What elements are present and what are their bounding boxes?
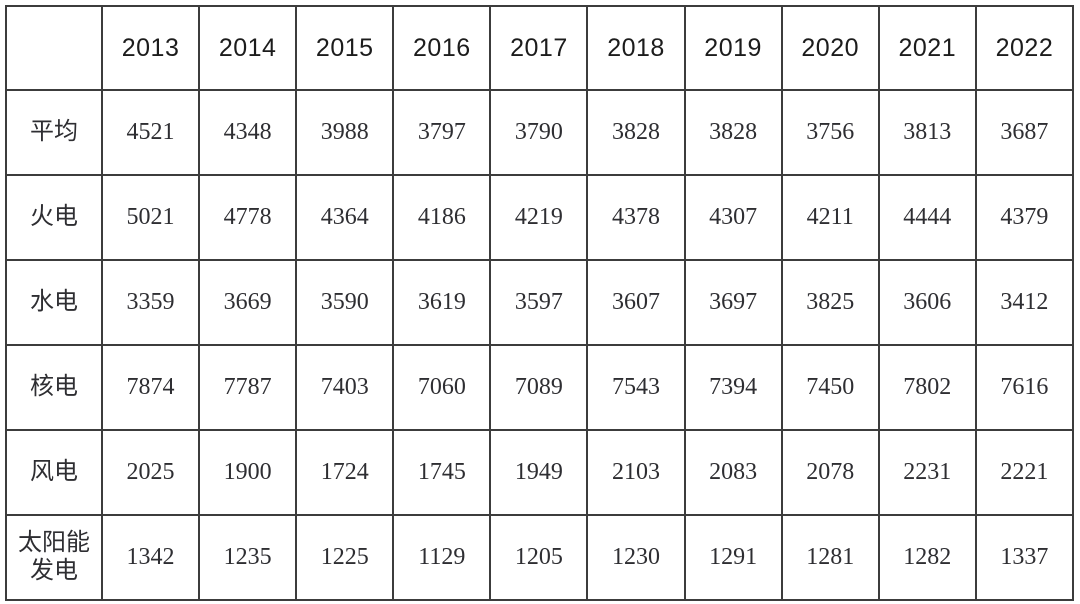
- value-cell: 1724: [295, 429, 395, 516]
- value-cell: 7616: [974, 344, 1075, 431]
- value-cell: 1745: [392, 429, 492, 516]
- header-row: 2013 2014 2015 2016 2017 2018 2019 2020 2021 2022: [5, 5, 1075, 91]
- year-header-cell: 2019: [683, 5, 783, 91]
- value-cell: 1235: [198, 514, 298, 601]
- value-cell: 3790: [489, 89, 589, 176]
- year-header-cell: 2017: [489, 5, 589, 91]
- value-cell: 3697: [683, 259, 783, 346]
- value-cell: 3597: [489, 259, 589, 346]
- value-cell: 3606: [877, 259, 977, 346]
- value-cell: 4364: [295, 174, 395, 261]
- value-cell: 7543: [586, 344, 686, 431]
- year-header-cell: 2022: [974, 5, 1075, 91]
- value-cell: 4348: [198, 89, 298, 176]
- value-cell: 1225: [295, 514, 395, 601]
- value-cell: 7802: [877, 344, 977, 431]
- value-cell: 7089: [489, 344, 589, 431]
- row-label-cell: 太阳能发电: [5, 514, 103, 601]
- value-cell: 1282: [877, 514, 977, 601]
- value-cell: 1281: [780, 514, 880, 601]
- table-row: 平均 4521 4348 3988 3797 3790 3828 3828 3756 3813 36…: [5, 89, 1075, 176]
- value-cell: 1129: [392, 514, 492, 601]
- value-cell: 3828: [683, 89, 783, 176]
- value-cell: 1230: [586, 514, 686, 601]
- value-cell: 3607: [586, 259, 686, 346]
- row-label-cell: 风电: [5, 429, 103, 516]
- year-header-cell: 2016: [392, 5, 492, 91]
- value-cell: 4186: [392, 174, 492, 261]
- value-cell: 4444: [877, 174, 977, 261]
- corner-cell: [5, 5, 103, 91]
- value-cell: 3590: [295, 259, 395, 346]
- value-cell: 4378: [586, 174, 686, 261]
- value-cell: 3359: [100, 259, 201, 346]
- value-cell: 4521: [100, 89, 201, 176]
- value-cell: 7874: [100, 344, 201, 431]
- row-label-cell: 火电: [5, 174, 103, 261]
- value-cell: 7787: [198, 344, 298, 431]
- value-cell: 4778: [198, 174, 298, 261]
- year-header-cell: 2014: [198, 5, 298, 91]
- value-cell: 4379: [974, 174, 1075, 261]
- power-generation-table: 2013 2014 2015 2016 2017 2018 2019 2020 2021 2022…: [5, 5, 1075, 601]
- value-cell: 7450: [780, 344, 880, 431]
- value-cell: 4211: [780, 174, 880, 261]
- value-cell: 7394: [683, 344, 783, 431]
- year-header-cell: 2021: [877, 5, 977, 91]
- value-cell: 2221: [974, 429, 1075, 516]
- table-row: 风电 2025 1900 1724 1745 1949 2103 2083 2078 2231 22…: [5, 429, 1075, 516]
- value-cell: 1291: [683, 514, 783, 601]
- value-cell: 4307: [683, 174, 783, 261]
- value-cell: 3687: [974, 89, 1075, 176]
- row-label-cell: 水电: [5, 259, 103, 346]
- value-cell: 3813: [877, 89, 977, 176]
- value-cell: 3412: [974, 259, 1075, 346]
- year-header-cell: 2013: [100, 5, 201, 91]
- year-header-cell: 2020: [780, 5, 880, 91]
- table-row: 水电 3359 3669 3590 3619 3597 3607 3697 3825 3606 34…: [5, 259, 1075, 346]
- table-row: 火电 5021 4778 4364 4186 4219 4378 4307 4211 4444 43…: [5, 174, 1075, 261]
- year-header-cell: 2015: [295, 5, 395, 91]
- value-cell: 1949: [489, 429, 589, 516]
- row-label-cell: 核电: [5, 344, 103, 431]
- value-cell: 3828: [586, 89, 686, 176]
- value-cell: 1342: [100, 514, 201, 601]
- value-cell: 2078: [780, 429, 880, 516]
- value-cell: 7060: [392, 344, 492, 431]
- value-cell: 2025: [100, 429, 201, 516]
- value-cell: 3797: [392, 89, 492, 176]
- value-cell: 1900: [198, 429, 298, 516]
- value-cell: 3669: [198, 259, 298, 346]
- value-cell: 3619: [392, 259, 492, 346]
- value-cell: 3988: [295, 89, 395, 176]
- value-cell: 2231: [877, 429, 977, 516]
- year-header-cell: 2018: [586, 5, 686, 91]
- value-cell: 3756: [780, 89, 880, 176]
- value-cell: 7403: [295, 344, 395, 431]
- value-cell: 2103: [586, 429, 686, 516]
- value-cell: 5021: [100, 174, 201, 261]
- value-cell: 4219: [489, 174, 589, 261]
- value-cell: 2083: [683, 429, 783, 516]
- row-label-cell: 平均: [5, 89, 103, 176]
- table-row: 太阳能发电 1342 1235 1225 1129 1205 1230 1291 1281 128…: [5, 514, 1075, 601]
- table-row: 核电 7874 7787 7403 7060 7089 7543 7394 7450 7802 76…: [5, 344, 1075, 431]
- value-cell: 3825: [780, 259, 880, 346]
- value-cell: 1205: [489, 514, 589, 601]
- value-cell: 1337: [974, 514, 1075, 601]
